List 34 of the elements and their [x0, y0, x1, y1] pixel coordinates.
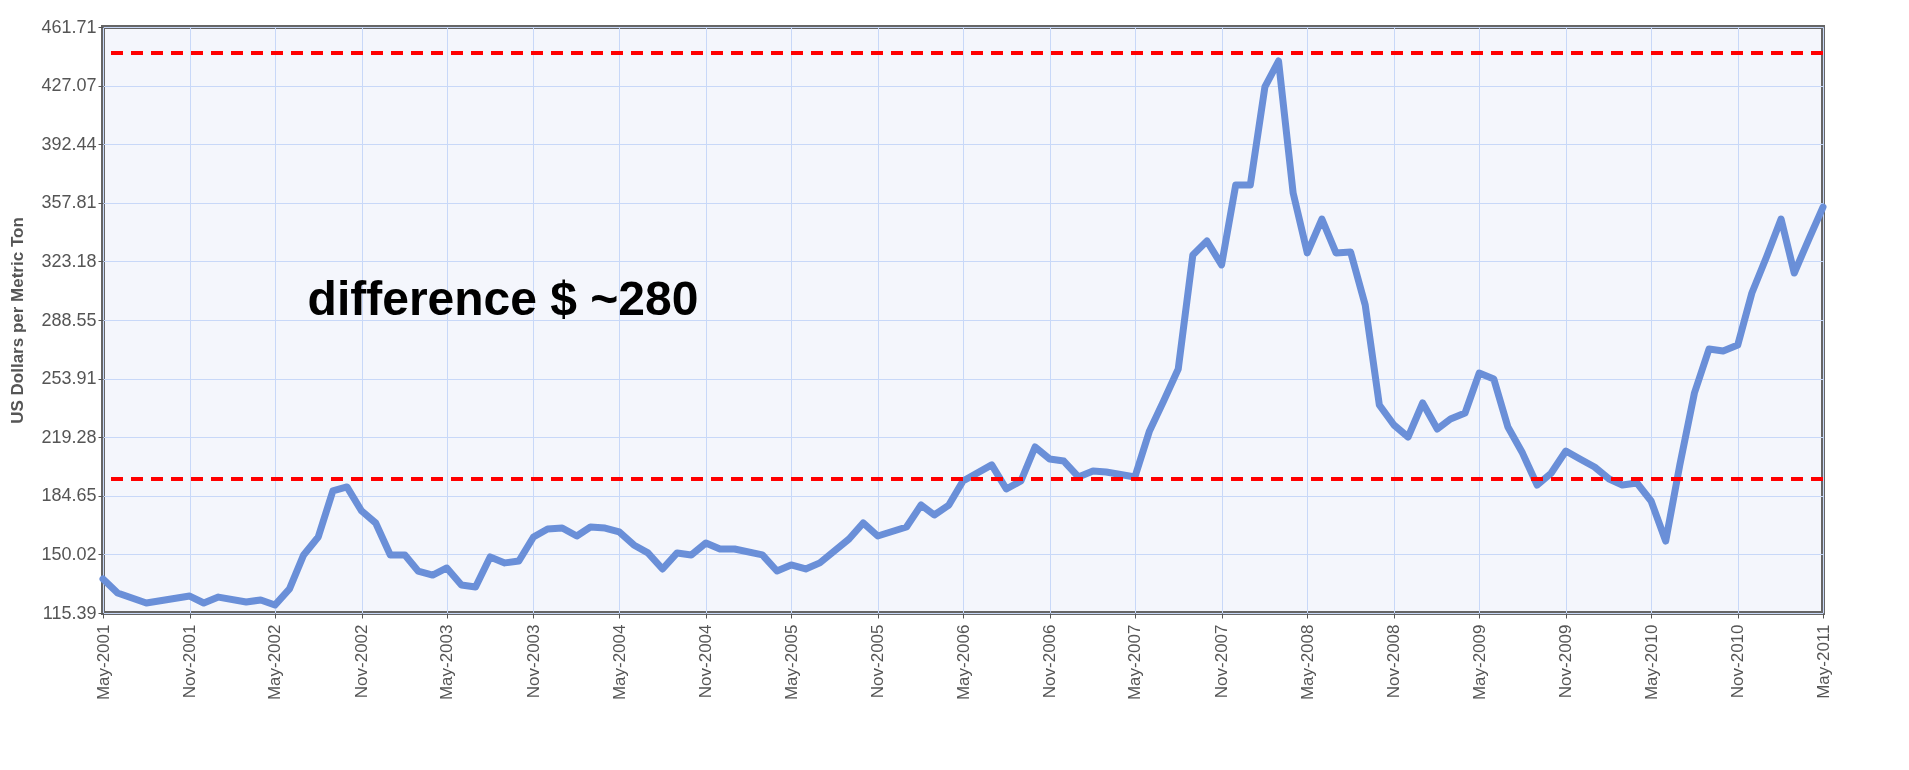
y-tick-label: 219.28	[41, 426, 97, 447]
x-tick-label: May-2009	[1469, 624, 1489, 701]
x-tick-label: Nov-2009	[1556, 624, 1576, 699]
y-tick-label: 288.55	[41, 309, 97, 330]
x-tick-label: Nov-2003	[523, 624, 543, 699]
x-tick-label: May-2010	[1641, 624, 1661, 701]
x-tick-label: May-2007	[1125, 624, 1145, 701]
x-tick-label: Nov-2005	[868, 624, 888, 699]
x-tick-label: Nov-2004	[696, 624, 716, 699]
y-tick-label: 115.39	[42, 602, 97, 623]
x-tick-label: May-2003	[437, 624, 457, 701]
x-tick-label: May-2004	[609, 624, 629, 701]
y-tick-label: 461.71	[41, 16, 97, 37]
x-tick-label: Nov-2008	[1384, 624, 1404, 699]
x-tick-label: May-2008	[1297, 624, 1317, 701]
y-tick-label: 323.18	[41, 250, 97, 271]
y-tick-label: 150.02	[41, 543, 97, 564]
x-tick-label: May-2001	[93, 624, 113, 701]
y-tick-label: 357.81	[41, 192, 97, 213]
x-tick-label: Nov-2007	[1212, 624, 1232, 699]
x-tick-label: May-2006	[953, 624, 973, 701]
y-tick-label: 184.65	[41, 485, 97, 506]
y-tick-label: 392.44	[41, 133, 97, 154]
x-tick-label: Nov-2010	[1728, 624, 1748, 699]
annotation: difference $ ~280	[307, 272, 699, 325]
x-tick-label: May-2005	[781, 624, 801, 701]
x-tick-label: Nov-2002	[352, 624, 372, 699]
x-tick-label: Nov-2006	[1040, 624, 1060, 699]
y-axis-title: US Dollars per Metric Ton	[8, 217, 28, 424]
x-tick-label: May-2011	[1813, 624, 1833, 699]
y-tick-label: 427.07	[41, 75, 97, 96]
x-tick-label: Nov-2001	[180, 624, 200, 699]
x-tick-label: May-2002	[265, 624, 285, 701]
y-tick-label: 253.91	[41, 368, 97, 389]
